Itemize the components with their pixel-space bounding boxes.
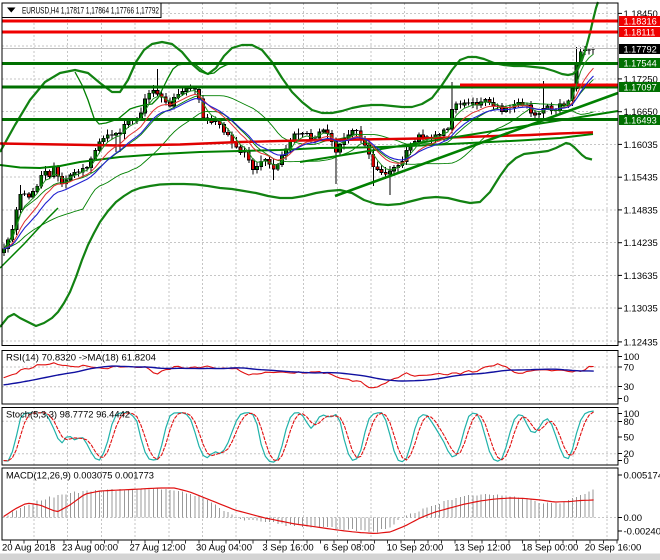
svg-text:18 Sep 00:00: 18 Sep 00:00 [522, 543, 579, 554]
svg-text:20: 20 [624, 449, 635, 460]
svg-text:EURUSD,H4 1,17817 1,17864 1,1: EURUSD,H4 1,17817 1,17864 1,17766 1,1779… [22, 6, 159, 17]
svg-text:1.13035: 1.13035 [624, 304, 658, 315]
svg-text:50: 50 [624, 433, 635, 444]
svg-text:1.17250: 1.17250 [624, 74, 658, 85]
svg-text:6 Sep 08:00: 6 Sep 08:00 [323, 543, 374, 554]
svg-text:80: 80 [624, 417, 635, 428]
svg-text:1.13635: 1.13635 [624, 271, 658, 282]
svg-text:1.18316: 1.18316 [624, 17, 657, 27]
svg-text:100: 100 [624, 352, 640, 363]
svg-text:0: 0 [624, 456, 629, 467]
svg-text:23 Aug 00:00: 23 Aug 00:00 [62, 543, 118, 554]
svg-text:0.005174: 0.005174 [624, 471, 660, 482]
svg-text:Stoch(5,3,3) 98.7772 96.4442: Stoch(5,3,3) 98.7772 96.4442 [6, 410, 130, 421]
svg-text:13 Sep 12:00: 13 Sep 12:00 [454, 543, 511, 554]
svg-text:1.14235: 1.14235 [624, 238, 658, 249]
svg-text:3 Sep 16:00: 3 Sep 16:00 [262, 543, 313, 554]
svg-text:1.17097: 1.17097 [624, 83, 657, 93]
svg-text:30 Aug 04:00: 30 Aug 04:00 [196, 543, 252, 554]
svg-text:0.00: 0.00 [624, 513, 643, 524]
svg-text:MACD(12,26,9) 0.003075 0.00177: MACD(12,26,9) 0.003075 0.001773 [6, 471, 154, 482]
svg-text:70: 70 [624, 363, 635, 374]
svg-text:1.16035: 1.16035 [624, 140, 658, 151]
svg-text:1.17544: 1.17544 [624, 59, 657, 69]
svg-text:10 Sep 20:00: 10 Sep 20:00 [387, 543, 444, 554]
svg-text:1.18111: 1.18111 [624, 28, 656, 38]
svg-text:20 Sep 16:00: 20 Sep 16:00 [585, 543, 642, 554]
svg-text:20 Aug 2018: 20 Aug 2018 [2, 543, 55, 554]
svg-text:RSI(14) 70.8320 ->MA(18) 61.8: RSI(14) 70.8320 ->MA(18) 61.8204 [6, 353, 156, 364]
svg-text:1.17792: 1.17792 [624, 45, 657, 55]
svg-text:0: 0 [624, 394, 629, 405]
svg-text:30: 30 [624, 382, 635, 393]
svg-text:1.12435: 1.12435 [624, 337, 658, 348]
svg-text:1.14835: 1.14835 [624, 205, 658, 216]
svg-text:27 Aug 12:00: 27 Aug 12:00 [130, 543, 186, 554]
svg-text:100: 100 [624, 409, 640, 420]
svg-text:1.15435: 1.15435 [624, 173, 658, 184]
svg-text:1.16650: 1.16650 [624, 107, 658, 118]
svg-text:1.16493: 1.16493 [624, 116, 657, 126]
svg-text:1.18450: 1.18450 [624, 9, 658, 20]
svg-text:-0.002405: -0.002405 [624, 527, 660, 538]
